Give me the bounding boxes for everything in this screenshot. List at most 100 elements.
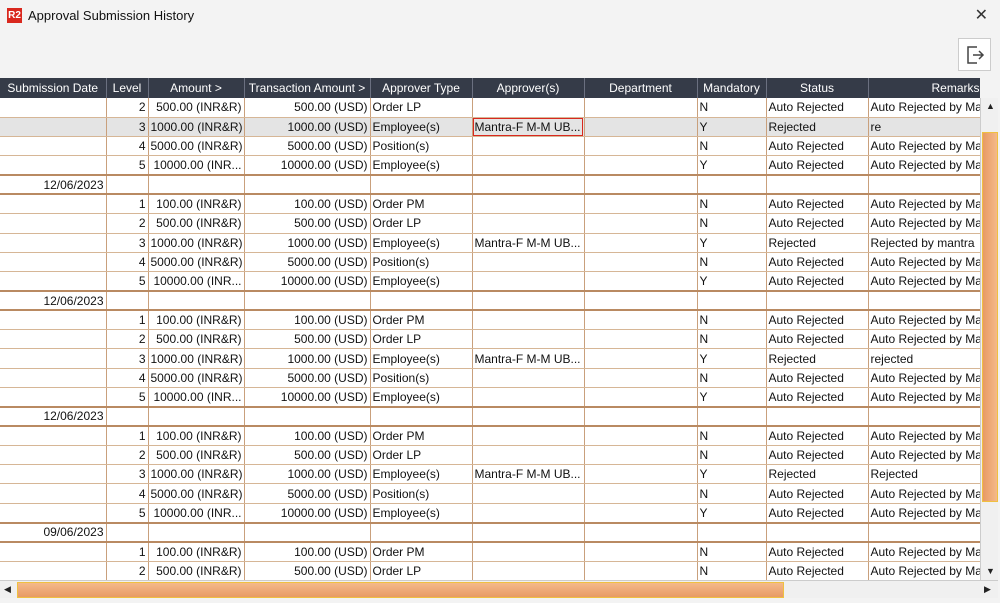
cell-status: Auto Rejected — [766, 155, 869, 177]
cell-date — [0, 310, 107, 331]
column-header[interactable]: Submission Date — [0, 78, 107, 98]
column-header[interactable]: Approver(s) — [472, 78, 585, 98]
cell-transaction-amount: 100.00 (USD) — [244, 541, 371, 562]
cell-level — [106, 406, 149, 428]
cell-amount: 100.00 (INR&R) — [148, 194, 245, 215]
cell-approver-type: Order LP — [370, 329, 473, 350]
column-header[interactable]: Department — [584, 78, 698, 98]
scroll-left-icon[interactable]: ◀ — [4, 584, 11, 594]
table-row[interactable]: 1 100.00 (INR&R) 100.00 (USD) Order PM N Auto… — [0, 194, 980, 215]
group-date-row[interactable]: 12/06/2023 — [0, 290, 980, 312]
cell-level: 4 — [106, 252, 149, 273]
cell-mandatory: N — [697, 445, 767, 466]
cell-date — [0, 426, 107, 446]
cell-mandatory — [697, 406, 767, 428]
cell-remarks: Auto Rejected by Ma — [868, 98, 980, 118]
cell-level: 1 — [106, 194, 149, 215]
column-header[interactable]: Approver Type — [370, 78, 473, 98]
exit-button[interactable] — [958, 38, 991, 71]
cell-transaction-amount — [244, 175, 371, 196]
group-date-row[interactable]: 12/06/2023 — [0, 406, 980, 428]
scroll-right-icon[interactable]: ▶ — [984, 584, 991, 594]
table-row[interactable]: 5 10000.00 (INR... 10000.00 (USD) Employee(… — [0, 503, 980, 524]
table-row[interactable]: 3 1000.00 (INR&R) 1000.00 (USD) Employee(s)… — [0, 464, 980, 485]
cell-status: Rejected — [766, 117, 869, 138]
cell-date — [0, 213, 107, 234]
table-row[interactable]: 4 5000.00 (INR&R) 5000.00 (USD) Position(s)… — [0, 136, 980, 157]
cell-transaction-amount — [244, 290, 371, 312]
cell-approver-type — [370, 522, 473, 543]
table-row[interactable]: 3 1000.00 (INR&R) 1000.00 (USD) Employee(s)… — [0, 348, 980, 369]
cell-approvers — [472, 445, 585, 466]
cell-department — [584, 252, 698, 273]
group-date-row[interactable]: 09/06/2023 — [0, 522, 980, 543]
cell-transaction-amount: 100.00 (USD) — [244, 310, 371, 331]
cell-level: 1 — [106, 310, 149, 331]
cell-remarks: Auto Rejected by Ma — [868, 541, 980, 562]
horizontal-scrollbar[interactable]: ◀ ▶ — [0, 580, 998, 598]
table-row[interactable]: 3 1000.00 (INR&R) 1000.00 (USD) Employee(s)… — [0, 117, 980, 138]
cell-status: Auto Rejected — [766, 213, 869, 234]
column-header[interactable]: Transaction Amount > — [244, 78, 371, 98]
cell-date — [0, 368, 107, 388]
cell-mandatory: N — [697, 194, 767, 215]
cell-remarks: Auto Rejected by Ma — [868, 387, 980, 408]
cell-approvers — [472, 503, 585, 524]
cell-department — [584, 445, 698, 466]
table-row[interactable]: 2 500.00 (INR&R) 500.00 (USD) Order LP N Auto… — [0, 561, 980, 580]
cell-approver-type: Order LP — [370, 98, 473, 118]
cell-amount — [148, 290, 245, 312]
cell-amount — [148, 175, 245, 196]
table-row[interactable]: 1 100.00 (INR&R) 100.00 (USD) Order PM N Auto… — [0, 541, 980, 562]
table-row[interactable]: 2 500.00 (INR&R) 500.00 (USD) Order LP N Auto… — [0, 329, 980, 350]
table-row[interactable]: 4 5000.00 (INR&R) 5000.00 (USD) Position(s)… — [0, 368, 980, 388]
table-row[interactable]: 4 5000.00 (INR&R) 5000.00 (USD) Position(s)… — [0, 483, 980, 504]
table-row[interactable]: 5 10000.00 (INR... 10000.00 (USD) Employee(… — [0, 387, 980, 408]
cell-remarks: Rejected — [868, 464, 980, 485]
cell-department — [584, 213, 698, 234]
table-row[interactable]: 2 500.00 (INR&R) 500.00 (USD) Order LP N Auto… — [0, 98, 980, 118]
cell-mandatory — [697, 522, 767, 543]
cell-mandatory: Y — [697, 155, 767, 177]
cell-status: Auto Rejected — [766, 329, 869, 350]
cell-department — [584, 136, 698, 157]
column-header[interactable]: Mandatory — [697, 78, 767, 98]
cell-mandatory: N — [697, 213, 767, 234]
column-header[interactable]: Amount > — [148, 78, 245, 98]
group-date-row[interactable]: 12/06/2023 — [0, 175, 980, 196]
app-logo: R2 — [7, 7, 22, 23]
table-row[interactable]: 2 500.00 (INR&R) 500.00 (USD) Order LP N Auto… — [0, 213, 980, 234]
cell-date — [0, 503, 107, 524]
table-row[interactable]: 1 100.00 (INR&R) 100.00 (USD) Order PM N Auto… — [0, 310, 980, 331]
vertical-scroll-thumb[interactable] — [982, 132, 998, 502]
cell-transaction-amount: 10000.00 (USD) — [244, 155, 371, 177]
cell-amount: 1000.00 (INR&R) — [148, 117, 245, 138]
column-header[interactable]: Status — [766, 78, 869, 98]
table-row[interactable]: 5 10000.00 (INR... 10000.00 (USD) Employee(… — [0, 271, 980, 292]
close-button[interactable]: ✕ — [974, 7, 988, 24]
cell-remarks: Auto Rejected by Ma — [868, 561, 980, 580]
column-header[interactable]: Level — [106, 78, 149, 98]
horizontal-scroll-thumb[interactable] — [17, 582, 784, 598]
table-row[interactable]: 5 10000.00 (INR... 10000.00 (USD) Employee(… — [0, 155, 980, 177]
table-row[interactable]: 1 100.00 (INR&R) 100.00 (USD) Order PM N Auto… — [0, 426, 980, 446]
column-header[interactable]: Remarks — [868, 78, 980, 98]
cell-level: 2 — [106, 329, 149, 350]
vertical-scrollbar[interactable]: ▲ ▼ — [980, 98, 998, 580]
cell-date — [0, 387, 107, 408]
cell-remarks: rejected — [868, 348, 980, 369]
table-row[interactable]: 3 1000.00 (INR&R) 1000.00 (USD) Employee(s)… — [0, 233, 980, 253]
cell-amount: 1000.00 (INR&R) — [148, 348, 245, 369]
cell-amount: 100.00 (INR&R) — [148, 541, 245, 562]
cell-department — [584, 117, 698, 138]
cell-level: 5 — [106, 155, 149, 177]
table-row[interactable]: 2 500.00 (INR&R) 500.00 (USD) Order LP N Auto… — [0, 445, 980, 466]
cell-amount: 100.00 (INR&R) — [148, 426, 245, 446]
cell-approvers — [472, 368, 585, 388]
cell-remarks — [868, 406, 980, 428]
scroll-down-icon[interactable]: ▼ — [986, 566, 995, 576]
cell-department — [584, 98, 698, 118]
cell-mandatory: N — [697, 98, 767, 118]
scroll-up-icon[interactable]: ▲ — [986, 101, 995, 111]
table-row[interactable]: 4 5000.00 (INR&R) 5000.00 (USD) Position(s)… — [0, 252, 980, 273]
